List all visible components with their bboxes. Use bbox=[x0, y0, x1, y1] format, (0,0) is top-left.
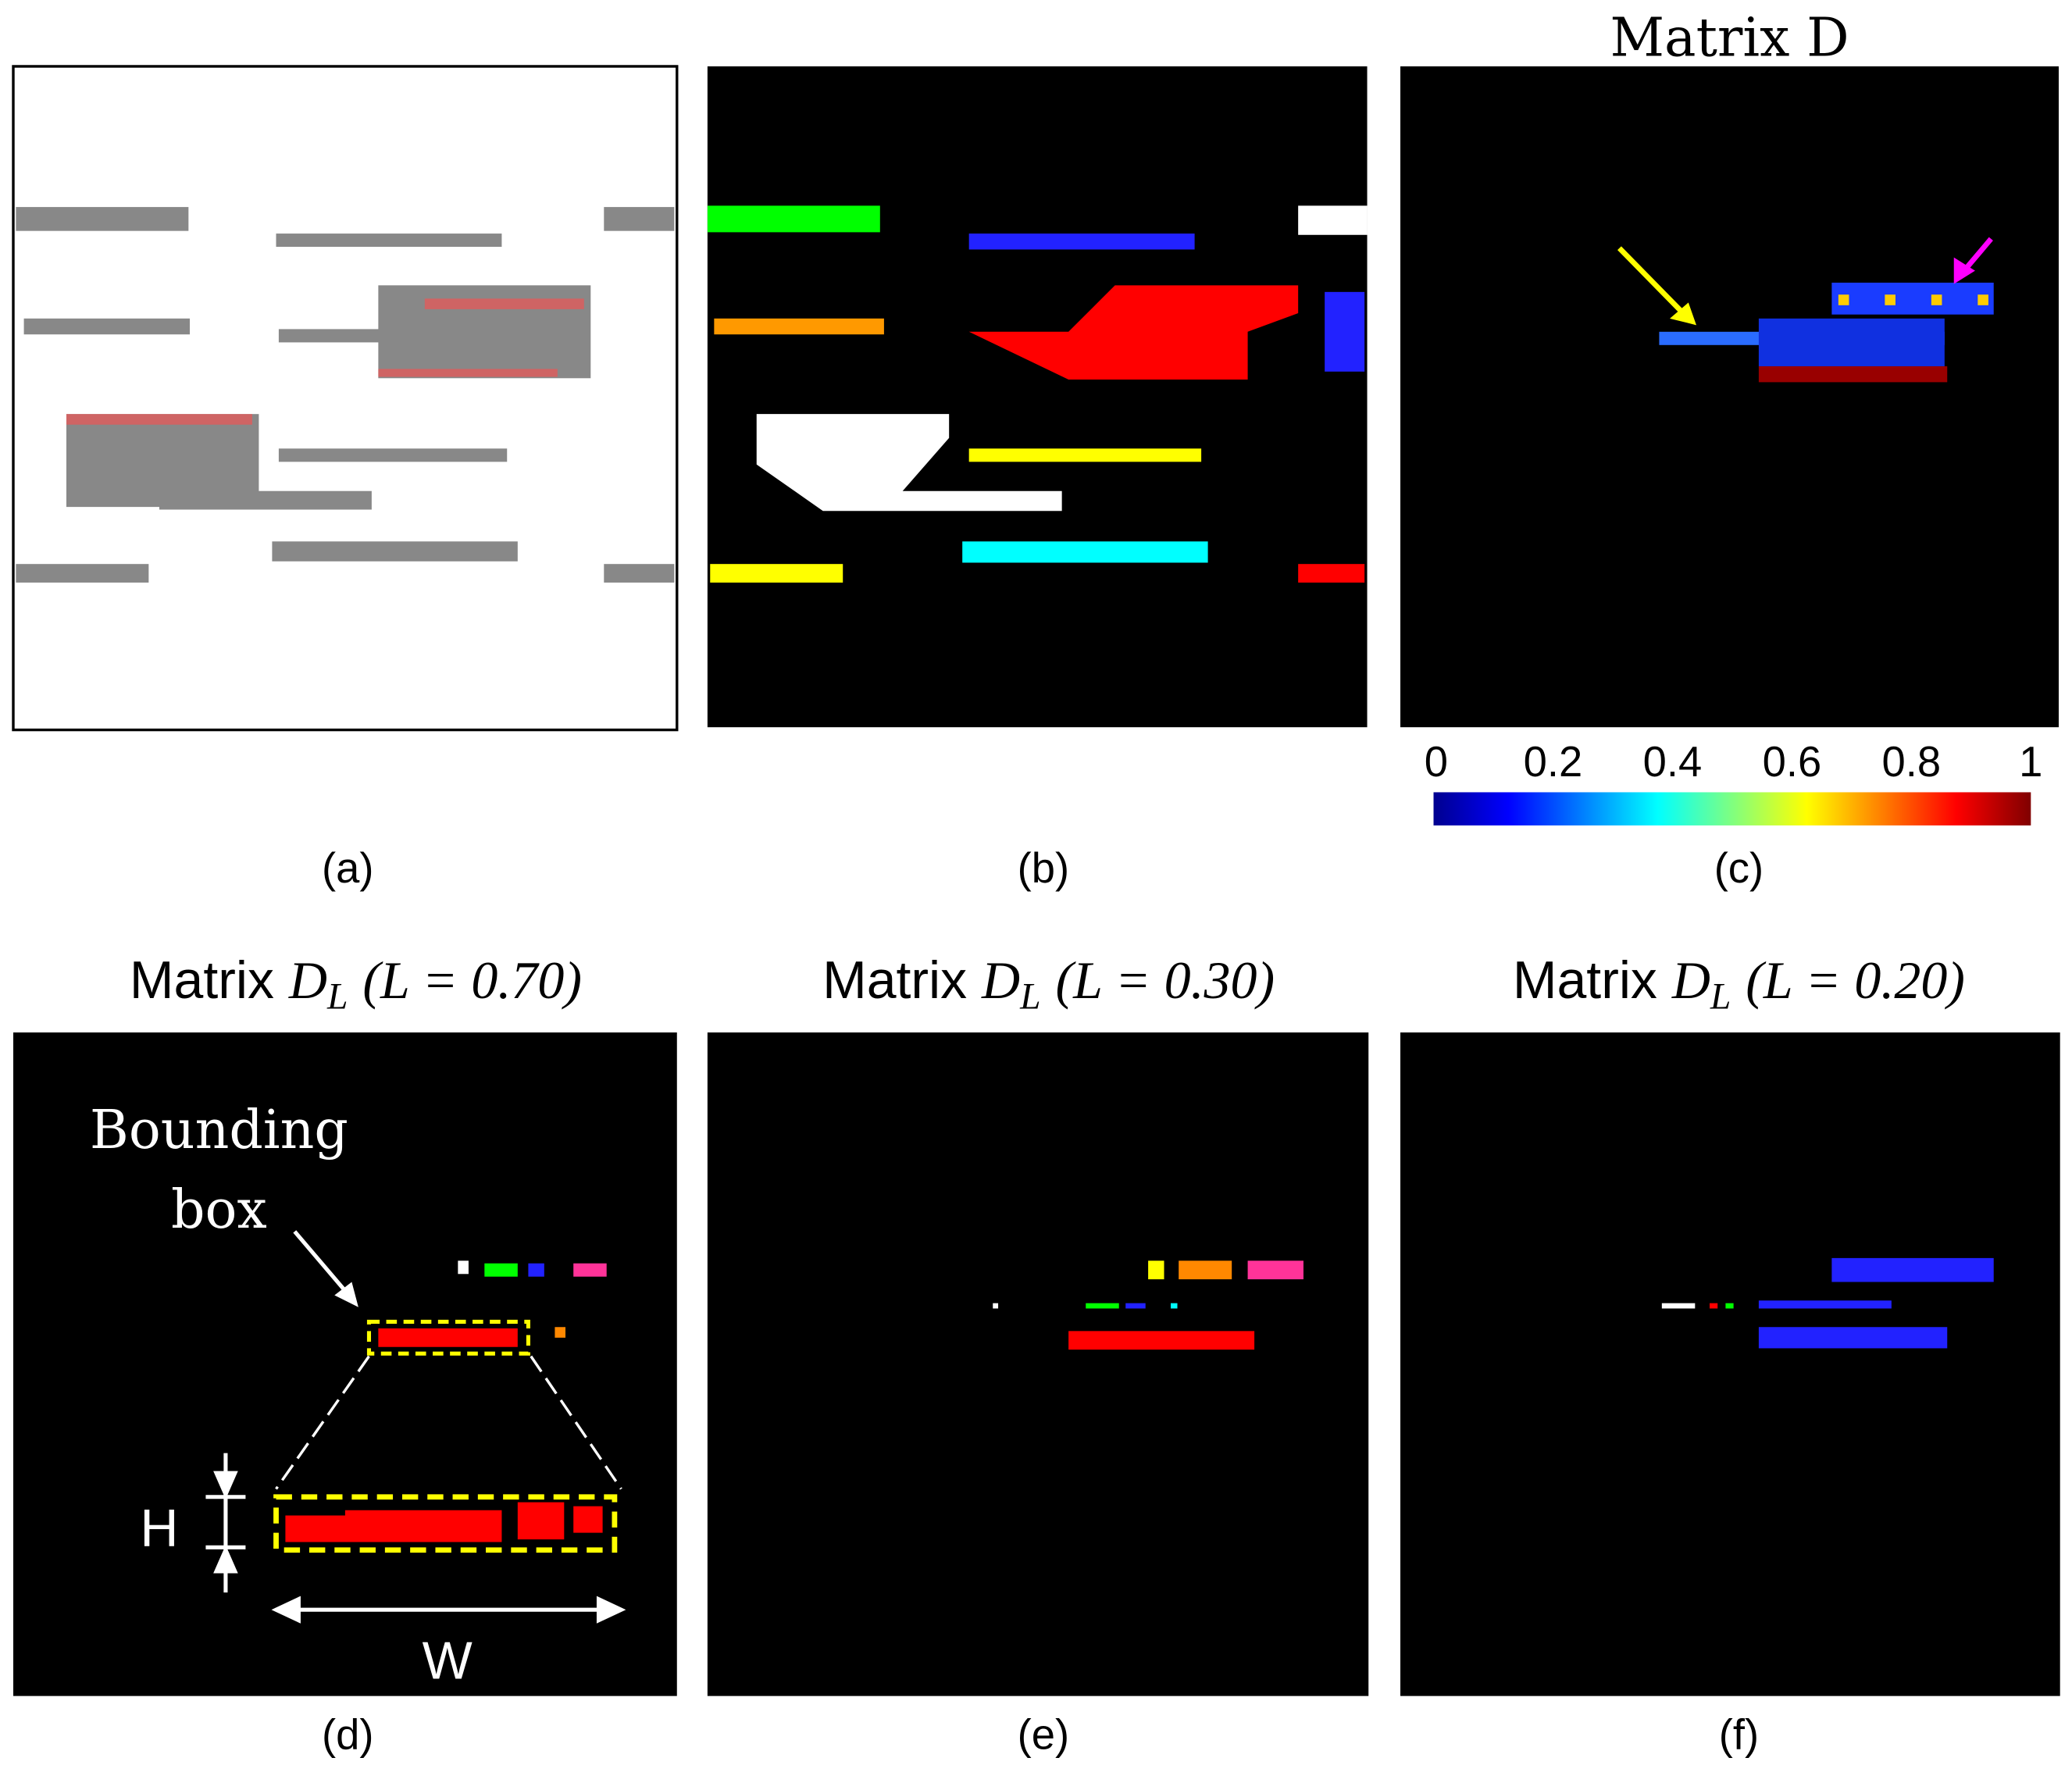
panel-d: Matrix DL (L = 0.70) Bounding box H W (d… bbox=[12, 950, 677, 1759]
panel-b: (b) bbox=[707, 66, 1368, 892]
panel-f: Matrix DL (L = 0.20) (f) bbox=[1400, 950, 2060, 1759]
caption: (f) bbox=[1719, 1711, 1759, 1759]
panel-c: Matrix D 0 0.2 0.4 0.6 0.8 1 (c) bbox=[1400, 7, 2060, 892]
annotation: H bbox=[140, 1499, 178, 1558]
colorbar-tick-label: 0 bbox=[1425, 738, 1448, 786]
colorbar-ticks: 0 0.2 0.4 0.6 0.8 1 bbox=[1425, 738, 2043, 786]
caption: (b) bbox=[1018, 844, 1069, 892]
panel-title: Matrix DL (L = 0.70) bbox=[130, 950, 582, 1021]
annotation: box bbox=[171, 1179, 267, 1241]
caption: (c) bbox=[1714, 844, 1764, 892]
panel-title: Matrix DL (L = 0.20) bbox=[1513, 950, 1965, 1021]
panel-a: (a) bbox=[12, 65, 679, 892]
caption: (e) bbox=[1018, 1711, 1069, 1759]
panel-title: Matrix DL (L = 0.30) bbox=[822, 950, 1275, 1021]
colorbar bbox=[1433, 792, 2031, 825]
colorbar-tick-label: 0.8 bbox=[1882, 738, 1942, 786]
colorbar-tick-label: 0.2 bbox=[1524, 738, 1583, 786]
caption: (d) bbox=[322, 1711, 373, 1759]
panel-title: Matrix D bbox=[1610, 7, 1849, 69]
colorbar-tick-label: 1 bbox=[2019, 738, 2042, 786]
colorbar-tick-label: 0.6 bbox=[1763, 738, 1822, 786]
colorbar-tick-label: 0.4 bbox=[1643, 738, 1703, 786]
caption: (a) bbox=[322, 844, 373, 892]
annotation: W bbox=[423, 1631, 473, 1691]
annotation: Bounding bbox=[90, 1100, 348, 1161]
panel-e: Matrix DL (L = 0.30) (e) bbox=[707, 950, 1369, 1759]
